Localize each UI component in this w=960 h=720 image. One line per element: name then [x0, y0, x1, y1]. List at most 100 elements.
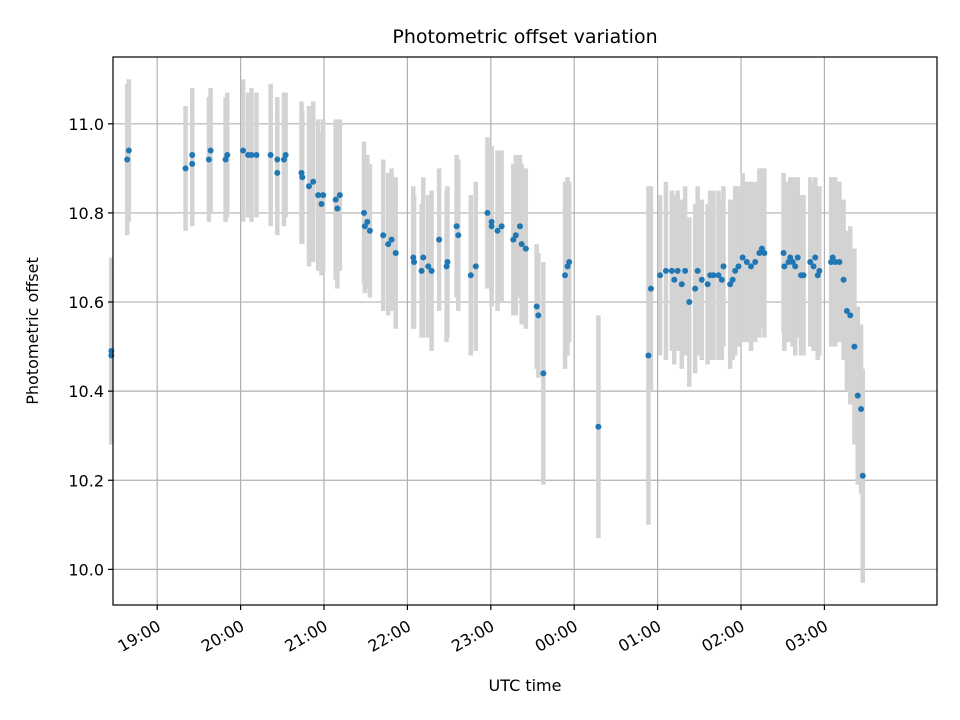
y-tick-label: 10.6 — [68, 293, 104, 312]
data-point — [832, 258, 839, 265]
data-point — [205, 156, 212, 163]
data-point — [678, 281, 685, 288]
data-point — [840, 276, 847, 283]
data-point — [535, 312, 542, 319]
data-point — [248, 152, 255, 159]
x-axis-label: UTC time — [489, 676, 562, 695]
data-point — [720, 263, 727, 270]
data-point — [780, 250, 787, 257]
data-point — [318, 201, 325, 208]
data-point — [858, 405, 865, 412]
data-point — [756, 250, 763, 257]
data-point — [332, 196, 339, 203]
data-point — [787, 254, 794, 261]
data-point — [540, 370, 547, 377]
data-point — [336, 192, 343, 199]
data-point — [761, 250, 768, 257]
data-point — [361, 223, 368, 230]
data-point — [444, 258, 451, 265]
data-point — [315, 192, 322, 199]
data-point — [428, 267, 435, 274]
data-point — [124, 156, 131, 163]
data-point — [715, 272, 722, 279]
data-point — [310, 178, 317, 185]
data-point — [189, 152, 196, 159]
data-point — [125, 147, 132, 154]
data-point — [662, 267, 669, 274]
y-tick-label: 11.0 — [68, 115, 104, 134]
data-point — [411, 258, 418, 265]
chart-title: Photometric offset variation — [392, 26, 657, 48]
data-point — [472, 263, 479, 270]
data-point — [566, 258, 573, 265]
data-point — [364, 218, 371, 225]
data-point — [645, 352, 652, 359]
data-point — [380, 232, 387, 239]
data-point — [453, 223, 460, 230]
data-point — [385, 241, 392, 248]
data-point — [671, 276, 678, 283]
data-point — [305, 183, 312, 190]
data-point — [420, 254, 427, 261]
data-point — [182, 165, 189, 172]
data-point — [533, 303, 540, 310]
data-point — [851, 343, 858, 350]
data-point — [686, 299, 693, 306]
data-point — [836, 258, 843, 265]
data-point — [443, 263, 450, 270]
plot-frame — [112, 56, 938, 606]
data-point — [758, 245, 765, 252]
data-point — [710, 272, 717, 279]
data-point — [810, 263, 817, 270]
y-axis-ticks: 10.0 10.2 10.4 10.6 10.8 11.0 — [68, 115, 113, 579]
y-tick-label: 10.4 — [68, 382, 104, 401]
y-tick-label: 10.0 — [68, 560, 104, 579]
data-point — [647, 285, 654, 292]
data-point — [488, 218, 495, 225]
data-point — [274, 156, 281, 163]
data-point — [436, 236, 443, 243]
y-axis-label: Photometric offset — [23, 257, 42, 405]
data-point — [694, 267, 701, 274]
data-point — [781, 263, 788, 270]
data-point — [668, 267, 675, 274]
data-point — [267, 152, 274, 159]
data-point — [816, 267, 823, 274]
data-point — [732, 267, 739, 274]
data-point — [418, 267, 425, 274]
data-point — [467, 272, 474, 279]
data-point — [455, 232, 462, 239]
data-point — [743, 258, 750, 265]
data-point — [425, 263, 432, 270]
y-tick-label: 10.8 — [68, 204, 104, 223]
data-point — [388, 236, 395, 243]
data-point — [792, 263, 799, 270]
data-point — [494, 227, 501, 234]
data-point — [595, 423, 602, 430]
data-point — [674, 267, 681, 274]
data-point — [498, 223, 505, 230]
data-point — [274, 169, 281, 176]
y-tick-label: 10.2 — [68, 471, 104, 490]
data-point — [516, 223, 523, 230]
data-point — [189, 160, 196, 167]
data-point — [334, 205, 341, 212]
data-point — [692, 285, 699, 292]
data-point — [748, 263, 755, 270]
data-point — [854, 392, 861, 399]
data-point — [794, 254, 801, 261]
data-point — [789, 258, 796, 265]
data-point — [282, 152, 289, 159]
data-point — [657, 272, 664, 279]
data-point — [207, 147, 214, 154]
data-point — [240, 147, 247, 154]
data-point — [299, 174, 306, 181]
data-point — [488, 223, 495, 230]
data-point — [320, 192, 327, 199]
data-point — [829, 254, 836, 261]
data-point — [859, 472, 866, 479]
data-point — [410, 254, 417, 261]
data-point — [512, 232, 519, 239]
data-point — [800, 272, 807, 279]
